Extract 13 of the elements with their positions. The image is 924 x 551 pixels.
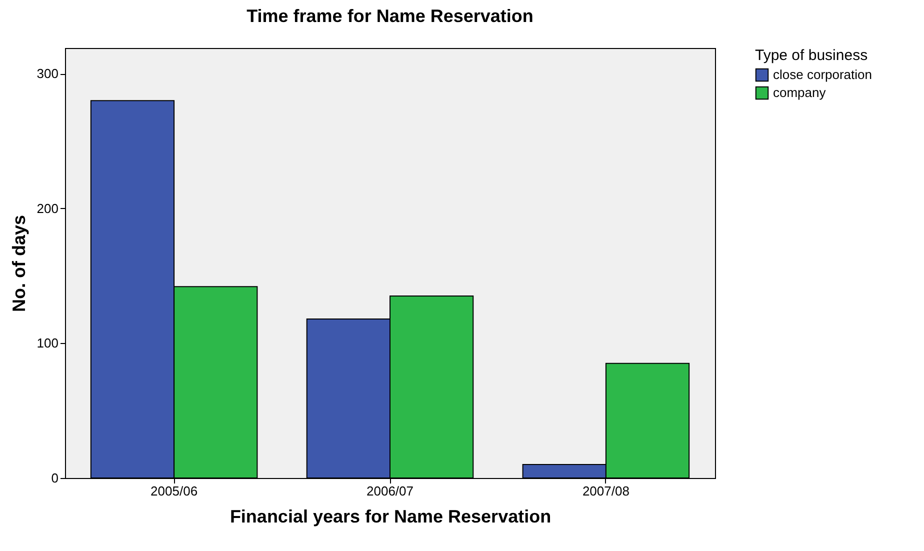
y-tick-label: 100 <box>36 336 58 351</box>
y-tick-label: 0 <box>51 470 58 486</box>
legend-label: close corporation <box>773 67 872 82</box>
y-axis-title: No. of days <box>8 214 29 312</box>
x-tick-label: 2007/08 <box>582 484 630 498</box>
legend-label: company <box>773 85 826 100</box>
chart-title: Time frame for Name Reservation <box>246 6 534 26</box>
x-tick-label: 2006/07 <box>366 484 414 498</box>
y-tick-label: 300 <box>36 66 58 82</box>
y-tick-label: 200 <box>36 200 58 216</box>
legend-title: Type of business <box>755 47 868 64</box>
x-axis-title: Financial years for Name Reservation <box>230 506 552 526</box>
x-tick-label: 2005/06 <box>150 484 198 498</box>
